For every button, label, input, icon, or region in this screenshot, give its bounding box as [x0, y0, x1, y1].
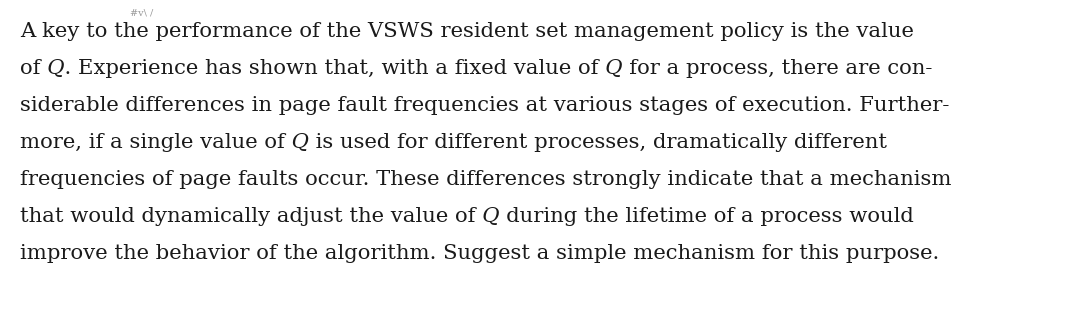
Text: that would dynamically adjust the value of 𝑄 during the lifetime of a process wo: that would dynamically adjust the value … [21, 207, 914, 226]
Text: A key to the performance of the VSWS resident set management policy is the value: A key to the performance of the VSWS res… [21, 22, 914, 41]
Text: improve the behavior of the algorithm. Suggest a simple mechanism for this purpo: improve the behavior of the algorithm. S… [21, 244, 940, 263]
Text: more, if a single value of 𝑄 is used for different processes, dramatically diffe: more, if a single value of 𝑄 is used for… [21, 133, 887, 152]
Text: frequencies of page faults occur. These differences strongly indicate that a mec: frequencies of page faults occur. These … [21, 170, 951, 189]
Text: of 𝑄. Experience has shown that, with a fixed value of 𝑄 for a process, there ar: of 𝑄. Experience has shown that, with a … [21, 59, 932, 78]
Text: #v\ /: #v\ / [130, 8, 153, 17]
Text: siderable differences in page fault frequencies at various stages of execution. : siderable differences in page fault freq… [21, 96, 949, 115]
